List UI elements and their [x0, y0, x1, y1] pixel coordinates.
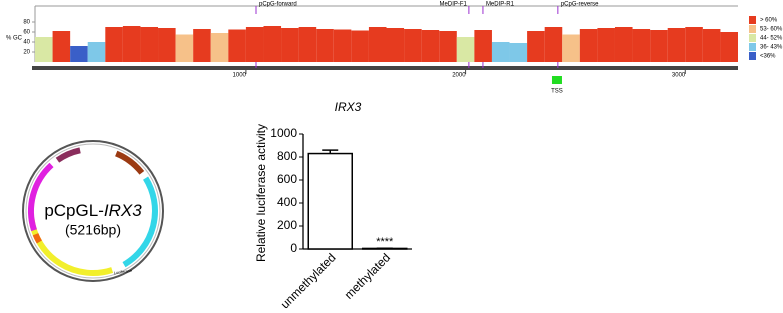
legend-label: 53- 60% [760, 27, 783, 33]
gc-bin [720, 32, 738, 62]
y-tick-label: 800 [277, 149, 297, 163]
gc-bin [52, 31, 71, 62]
gc-bin [351, 30, 369, 62]
tss-box [551, 76, 562, 84]
legend-label: 36- 43% [760, 45, 783, 51]
gc-bin [685, 27, 703, 62]
gc-bin [614, 27, 633, 62]
legend-label: > 60% [760, 18, 778, 24]
primer-label: pCpG-forward [259, 2, 297, 8]
y-tick-label: 0 [290, 241, 297, 255]
primer-label: pCpG-reverse [561, 2, 599, 8]
gc-bin [597, 28, 615, 62]
gc-bin [228, 29, 246, 62]
gc-bin [474, 30, 492, 62]
gc-bin [579, 29, 598, 62]
legend-swatch [749, 25, 756, 33]
gc-bin [298, 27, 317, 62]
gc-bin [158, 28, 176, 62]
y-axis-label: % GC [6, 36, 23, 42]
significance-label: **** [376, 236, 394, 248]
plasmid-name: pCpGL-IRX3 [44, 201, 142, 220]
gc-bin [316, 29, 334, 62]
legend-swatch [749, 52, 756, 60]
gc-bin [140, 27, 159, 62]
y-axis-label: Relative luciferase activity [254, 124, 268, 262]
y-tick-label: 60 [23, 30, 30, 36]
plasmid-feature [28, 219, 114, 276]
gc-bin [439, 31, 457, 62]
gc-bin [263, 26, 282, 62]
gc-bin [650, 30, 668, 62]
gc-bin [175, 34, 194, 62]
x-tick-label: unmethylated [278, 250, 339, 311]
y-tick-label: 80 [23, 20, 30, 26]
gc-bin [509, 43, 528, 62]
gc-bin [35, 37, 53, 62]
gc-bin [421, 30, 440, 62]
gc-bin [632, 29, 651, 62]
gc-bin [105, 27, 123, 62]
gc-bin [333, 29, 352, 62]
sequence-ruler [32, 66, 738, 70]
gc-bin [562, 34, 580, 62]
gc-bin [87, 42, 106, 62]
x-tick-label: 3000 [672, 73, 686, 79]
plasmid-inner [25, 143, 161, 279]
gc-bin [193, 29, 211, 62]
primer-label: MeDIP-R1 [486, 2, 515, 8]
gc-bin [210, 33, 229, 62]
legend-label: 44- 52% [760, 36, 783, 42]
gc-bin [456, 37, 475, 62]
primer-label: MeDIP-F1 [440, 2, 468, 8]
x-tick-label: 1000 [233, 73, 247, 79]
gc-bin [702, 29, 721, 62]
plasmid-feature [32, 233, 42, 244]
gc-bin [667, 28, 686, 62]
plasmid-gene: IRX3 [104, 201, 142, 220]
x-tick-label: 2000 [452, 73, 466, 79]
gc-bin [70, 46, 88, 62]
gc-bin [368, 27, 387, 62]
y-tick-label: 1000 [270, 126, 297, 140]
plasmid-feature [114, 150, 145, 175]
plasmid-feature [55, 147, 81, 163]
y-tick-label: 600 [277, 172, 297, 186]
gc-bin [281, 28, 299, 62]
legend-label: <36% [760, 54, 776, 60]
gc-bin [122, 26, 141, 62]
tss-label: TSS [551, 89, 563, 95]
feature-label: Luciferase [113, 268, 133, 276]
legend-swatch [749, 16, 756, 24]
gc-bin [527, 31, 545, 62]
legend-swatch [749, 34, 756, 42]
gc-bin [491, 42, 510, 62]
gc-bin [544, 27, 563, 62]
y-tick-label: 400 [277, 195, 297, 209]
y-tick-label: 20 [23, 50, 30, 56]
bar [307, 152, 353, 250]
gc-bin [245, 27, 264, 62]
legend-swatch [749, 43, 756, 51]
chart-title: IRX3 [335, 100, 362, 114]
plasmid-size: (5216bp) [65, 222, 121, 238]
gc-bin [386, 28, 405, 62]
plasmid-backbone [22, 140, 164, 282]
plasmid-prefix: pCpGL- [44, 201, 104, 220]
y-tick-label: 200 [277, 218, 297, 232]
x-tick-label: methylated [342, 250, 393, 301]
y-tick-label: 40 [23, 40, 30, 46]
gc-bin [404, 29, 422, 62]
bar [362, 247, 408, 250]
plasmid-feature [122, 176, 158, 268]
plasmid-feature [28, 162, 54, 232]
plasmid-features [28, 147, 158, 276]
